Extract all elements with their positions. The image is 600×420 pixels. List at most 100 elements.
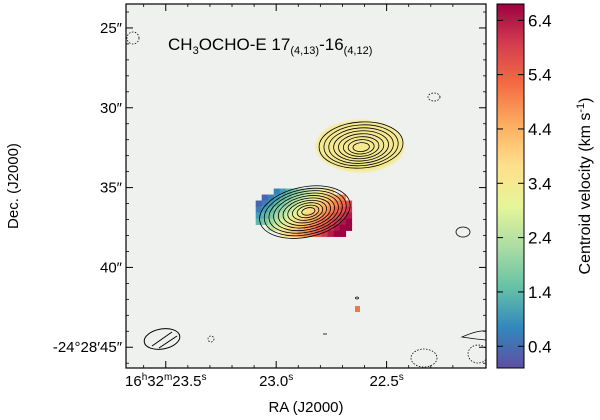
southern-core-contour	[263, 187, 347, 237]
southern-core-pixel	[345, 200, 353, 207]
x-axis-label: RA (J2000)	[268, 399, 343, 416]
colorbar-tick-label: 0.4	[528, 337, 552, 356]
x-tick-seconds: 23.5	[172, 373, 201, 390]
southern-core-pixel	[255, 218, 263, 225]
colorbar	[496, 3, 525, 369]
southern-core-contour	[296, 204, 320, 219]
southern-core-pixel	[339, 200, 347, 207]
plot-content	[126, 31, 486, 368]
southern-core-pixel	[261, 200, 269, 207]
southern-core-pixel	[315, 230, 323, 237]
southern-core-pixel	[291, 194, 299, 201]
southern-core-contour	[273, 192, 339, 232]
southern-core-pixel	[315, 194, 323, 201]
negative-contour	[126, 31, 140, 45]
southern-core-contour	[301, 207, 316, 216]
southern-core-pixel	[309, 200, 317, 207]
northern-core-contour	[318, 121, 404, 169]
southern-core-contour	[268, 190, 343, 234]
southern-core-pixel	[291, 230, 299, 237]
x-tick-m-unit: m	[164, 372, 172, 383]
southern-core-pixel	[273, 224, 281, 231]
northern-core-contour	[347, 139, 375, 155]
colorbar-tick-label: 2.4	[528, 229, 552, 248]
title-upper-state: (4,13)	[290, 45, 319, 57]
southern-core-pixel	[279, 194, 287, 201]
southern-core-pixel	[303, 212, 311, 219]
southern-core-pixel	[321, 194, 329, 201]
southern-core-pixel	[285, 206, 293, 213]
southern-core-pixel	[297, 218, 305, 225]
northern-core-contour	[338, 133, 385, 160]
southern-core-pixel	[303, 230, 311, 237]
southern-core-contour	[282, 197, 331, 226]
title-dash: -16	[319, 35, 344, 54]
southern-core-pixel	[267, 194, 275, 201]
negative-contour	[427, 92, 441, 102]
southern-core-pixel	[321, 206, 329, 213]
x-tick-minutes: 32	[147, 373, 164, 390]
southern-core-pixel	[285, 212, 293, 219]
southern-core-pixel	[285, 218, 293, 225]
southern-core-pixel	[345, 212, 353, 219]
y-axis-label: Dec. (J2000)	[5, 143, 22, 229]
negative-contour	[410, 348, 438, 368]
southern-core-pixel	[303, 194, 311, 201]
noise-contour	[455, 226, 471, 238]
southern-core-pixel	[303, 218, 311, 225]
southern-core-pixel	[297, 188, 305, 195]
title-species-subscript: 3	[193, 45, 199, 57]
colorbar-tick-label: 3.4	[528, 174, 552, 193]
southern-core-pixel	[309, 188, 317, 195]
southern-core-pixel	[291, 206, 299, 213]
southern-core-pixel	[267, 224, 275, 231]
noise-contour	[460, 330, 486, 341]
colorbar-tick-label: 4.4	[528, 120, 552, 139]
southern-core-pixel	[321, 224, 329, 231]
noise-contour	[355, 296, 359, 300]
beam-hatch	[151, 331, 173, 347]
southern-core-pixel	[339, 206, 347, 213]
southern-core-pixel	[279, 188, 287, 195]
southern-core-pixel	[255, 206, 263, 213]
colorbar-gradient	[496, 3, 525, 369]
southern-core-pixel	[297, 212, 305, 219]
southern-core-pixel	[321, 218, 329, 225]
x-tick-label: 23.0s	[259, 372, 293, 390]
southern-core-pixel	[273, 188, 281, 195]
southern-core-pixel	[303, 188, 311, 195]
colorbar-label-superscript: -1	[575, 103, 587, 113]
southern-core-pixel	[291, 200, 299, 207]
southern-core-pixel	[327, 188, 335, 195]
x-tick-s-unit: s	[201, 372, 206, 383]
northern-core-contour	[352, 142, 370, 153]
southern-core-pixel	[297, 200, 305, 207]
northern-core-contour	[333, 130, 389, 162]
southern-core-pixel	[327, 206, 335, 213]
x-tick-s-unit: s	[399, 372, 404, 383]
northern-core-contour	[323, 124, 399, 167]
x-tick-label: 22.5s	[370, 372, 404, 390]
southern-core-pixel	[333, 194, 341, 201]
southern-core-pixel	[285, 200, 293, 207]
southern-core-pixel	[327, 200, 335, 207]
southern-core-pixel	[261, 194, 269, 201]
x-tick-label: 16h32m23.5s	[125, 372, 206, 390]
southern-core-pixel	[273, 206, 281, 213]
x-tick-hours: 16	[125, 373, 142, 390]
title-lower-state: (4,12)	[344, 45, 373, 57]
southern-core-pixel	[279, 200, 287, 207]
southern-core-pixel	[321, 230, 329, 237]
southern-core-pixel	[285, 188, 293, 195]
southern-core-pixel	[273, 194, 281, 201]
southern-core-pixel	[333, 224, 341, 231]
southern-core-pixel	[339, 224, 347, 231]
southern-core-pixel	[339, 230, 347, 237]
y-tick-label: 30″	[100, 100, 123, 117]
southern-core-pixel	[261, 206, 269, 213]
northern-core-contour	[342, 136, 380, 157]
southern-core-pixel	[333, 200, 341, 207]
southern-core-pixel	[339, 218, 347, 225]
southern-core-pixel	[273, 218, 281, 225]
